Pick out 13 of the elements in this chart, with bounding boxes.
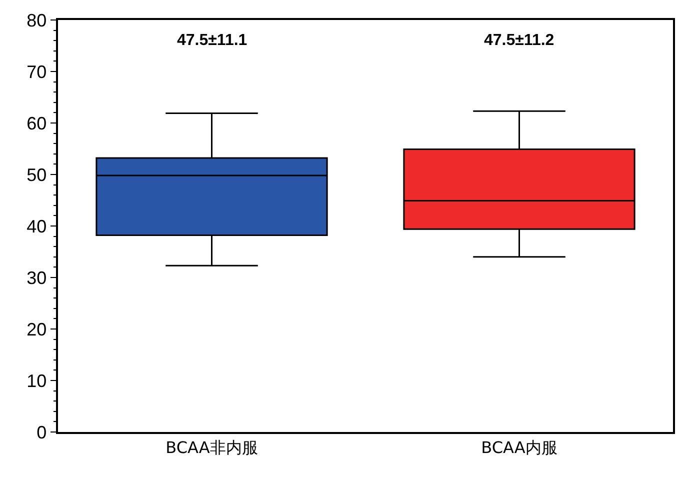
x-tick-label: BCAA内服 [481, 438, 558, 457]
x-tick-label: BCAA非内服 [166, 438, 258, 457]
y-tick-label: 60 [26, 113, 47, 134]
y-tick-label: 10 [26, 370, 47, 391]
y-tick-label: 80 [26, 10, 47, 30]
y-tick-label: 70 [26, 62, 47, 82]
y-tick-label: 0 [36, 422, 47, 442]
y-tick-label: 50 [26, 164, 47, 185]
annotation: 47.5±11.1 [177, 32, 248, 49]
annotation: 47.5±11.2 [484, 32, 554, 49]
y-tick-label: 30 [26, 268, 47, 288]
y-tick-label: 20 [26, 319, 47, 340]
y-tick-label: 40 [26, 216, 47, 236]
